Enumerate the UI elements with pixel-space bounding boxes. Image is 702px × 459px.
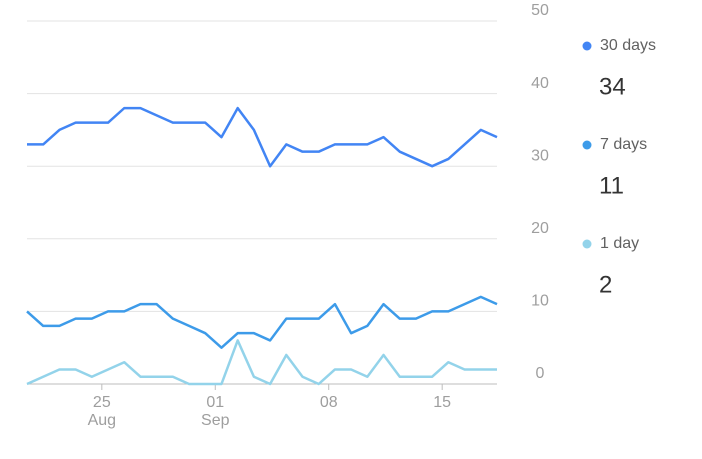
legend-label: 7 days	[600, 136, 647, 153]
legend-value: 34	[599, 73, 626, 100]
legend-dot	[582, 140, 592, 150]
legend-dot	[582, 41, 592, 51]
y-tick-label: 30	[531, 147, 549, 164]
y-tick-label: 40	[531, 75, 549, 92]
y-tick-label: 50	[531, 2, 549, 19]
x-tick-label: 25	[93, 394, 111, 411]
line-series	[27, 106, 498, 168]
legend-dot	[582, 239, 592, 249]
legend-value: 11	[599, 172, 624, 199]
x-tick-label: 08	[320, 394, 338, 411]
x-tick-label: 15	[433, 394, 451, 411]
y-tick-label: 10	[531, 293, 549, 310]
legend-label: 30 days	[600, 37, 656, 54]
legend-label: 1 day	[600, 235, 639, 252]
x-tick-label: 01	[206, 394, 224, 411]
y-tick-label: 20	[531, 220, 549, 237]
legend-value: 2	[599, 271, 612, 298]
x-tick-sublabel: Sep	[201, 412, 230, 429]
line-series	[26, 295, 498, 349]
line-series	[26, 339, 497, 386]
y-tick-label: 0	[536, 365, 545, 382]
x-tick-sublabel: Aug	[88, 412, 116, 429]
